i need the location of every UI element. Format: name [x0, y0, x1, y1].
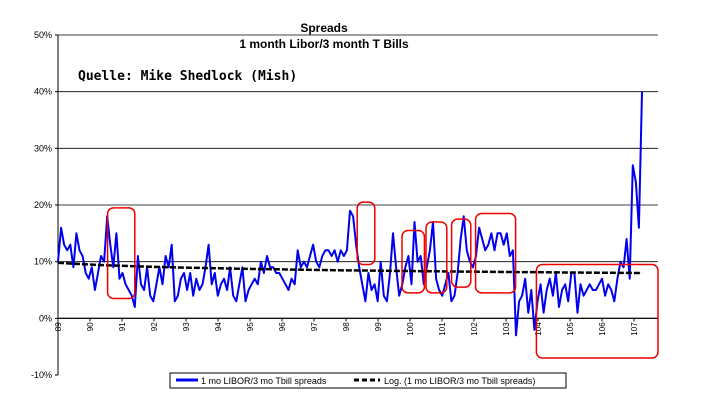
source-annotation: Quelle: Mike Shedlock (Mish)	[78, 69, 297, 84]
y-tick-label: 20%	[34, 200, 52, 210]
x-tick-label: 97	[310, 322, 319, 331]
x-tick-label: 100	[406, 322, 415, 336]
chart-subtitle: 1 month Libor/3 month T Bills	[239, 37, 409, 51]
x-tick-labels: 89 90 91 92 93 94 95 96 97 98 99 100 101 102 103 104 105…	[54, 322, 639, 336]
highlight-box	[356, 201, 376, 266]
x-tick-label: 98	[342, 322, 351, 331]
highlight-box	[535, 263, 659, 359]
y-tick-label: 0%	[39, 313, 52, 323]
x-tick-label: 104	[534, 322, 543, 336]
y-tick-label: 50%	[34, 30, 52, 40]
x-tick-label: 90	[86, 322, 95, 331]
y-tick-label: 10%	[34, 257, 52, 267]
legend-label-spreads: 1 mo LIBOR/3 mo Tbill spreads	[201, 376, 327, 386]
x-tick-label: 103	[502, 322, 511, 336]
highlight-box	[474, 212, 517, 294]
x-tick-label: 101	[438, 322, 447, 336]
x-tick-label: 102	[470, 322, 479, 336]
highlight-boxes	[106, 201, 659, 359]
x-tick-label: 93	[182, 322, 191, 331]
x-tick-label: 99	[374, 322, 383, 331]
x-tick-label: 91	[118, 322, 127, 331]
y-tick-label: 40%	[34, 87, 52, 97]
chart-title: Spreads	[300, 21, 348, 35]
x-tick-label: 89	[54, 322, 63, 331]
highlight-box	[450, 218, 472, 288]
highlight-box	[401, 229, 426, 294]
x-tick-label: 105	[566, 322, 575, 336]
legend-label-log: Log. (1 mo LIBOR/3 mo Tbill spreads)	[384, 376, 535, 386]
spread-series-line	[57, 91, 643, 337]
y-tick-label: 30%	[34, 143, 52, 153]
x-tick-label: 107	[630, 322, 639, 336]
y-tick-labels: -10% 0% 10% 20% 30% 40% 50%	[31, 30, 52, 380]
trendline-series-line	[57, 261, 643, 275]
x-tick-label: 92	[150, 322, 159, 331]
y-tick-label: -10%	[31, 370, 52, 380]
legend-frame	[169, 372, 567, 389]
x-tick-label: 96	[278, 322, 287, 331]
legend: 1 mo LIBOR/3 mo Tbill spreads Log. (1 mo…	[169, 372, 567, 389]
data-series	[57, 91, 643, 337]
x-tick-label: 94	[214, 322, 223, 331]
highlight-box	[425, 221, 448, 294]
axes	[55, 34, 658, 376]
x-tick-label: 106	[598, 322, 607, 336]
x-tick-label: 95	[246, 322, 255, 331]
highlight-box	[106, 207, 136, 300]
